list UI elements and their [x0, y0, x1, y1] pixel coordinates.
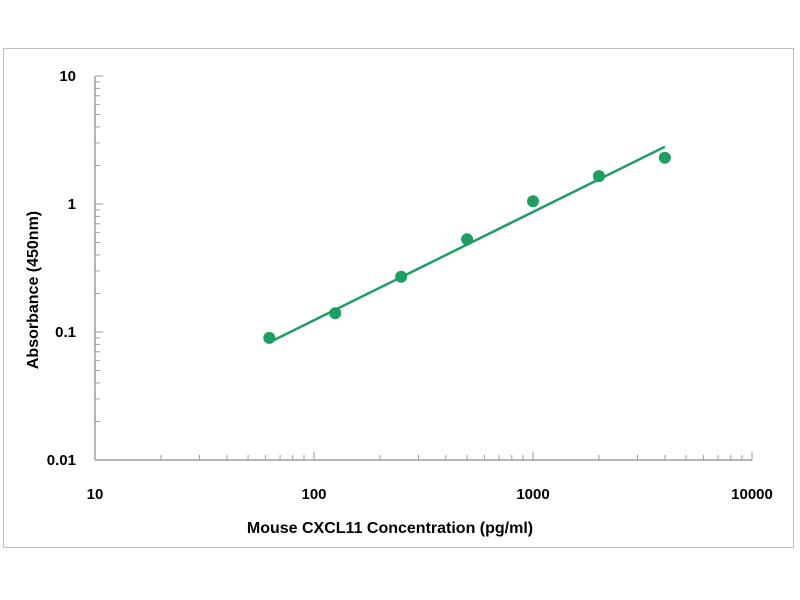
data-point [527, 195, 539, 208]
y-tick-label: 0.01 [47, 452, 76, 469]
axis-ticks [94, 75, 753, 461]
x-tick-label: 1000 [516, 486, 549, 503]
axes [94, 76, 752, 461]
data-point [329, 307, 342, 320]
x-tick-label: 100 [301, 486, 326, 503]
data-points [263, 151, 671, 344]
y-tick-label: 0.1 [55, 324, 76, 341]
data-point [461, 233, 474, 246]
data-point [395, 270, 408, 283]
x-tick-label: 10000 [731, 486, 773, 503]
x-axis-title: Mouse CXCL11 Concentration (pg/ml) [247, 520, 533, 537]
data-point [263, 331, 276, 344]
y-tick-label: 1 [68, 196, 76, 213]
chart-frame [3, 48, 794, 548]
x-tick-label: 10 [87, 486, 104, 503]
data-point [592, 170, 605, 183]
y-axis-title: Absorbance (450nm) [25, 211, 42, 369]
y-tick-label: 10 [59, 68, 76, 85]
tick-labels: 10 100 1000 10000 10 1 0.1 0.01 [47, 68, 773, 503]
data-point [658, 151, 671, 164]
